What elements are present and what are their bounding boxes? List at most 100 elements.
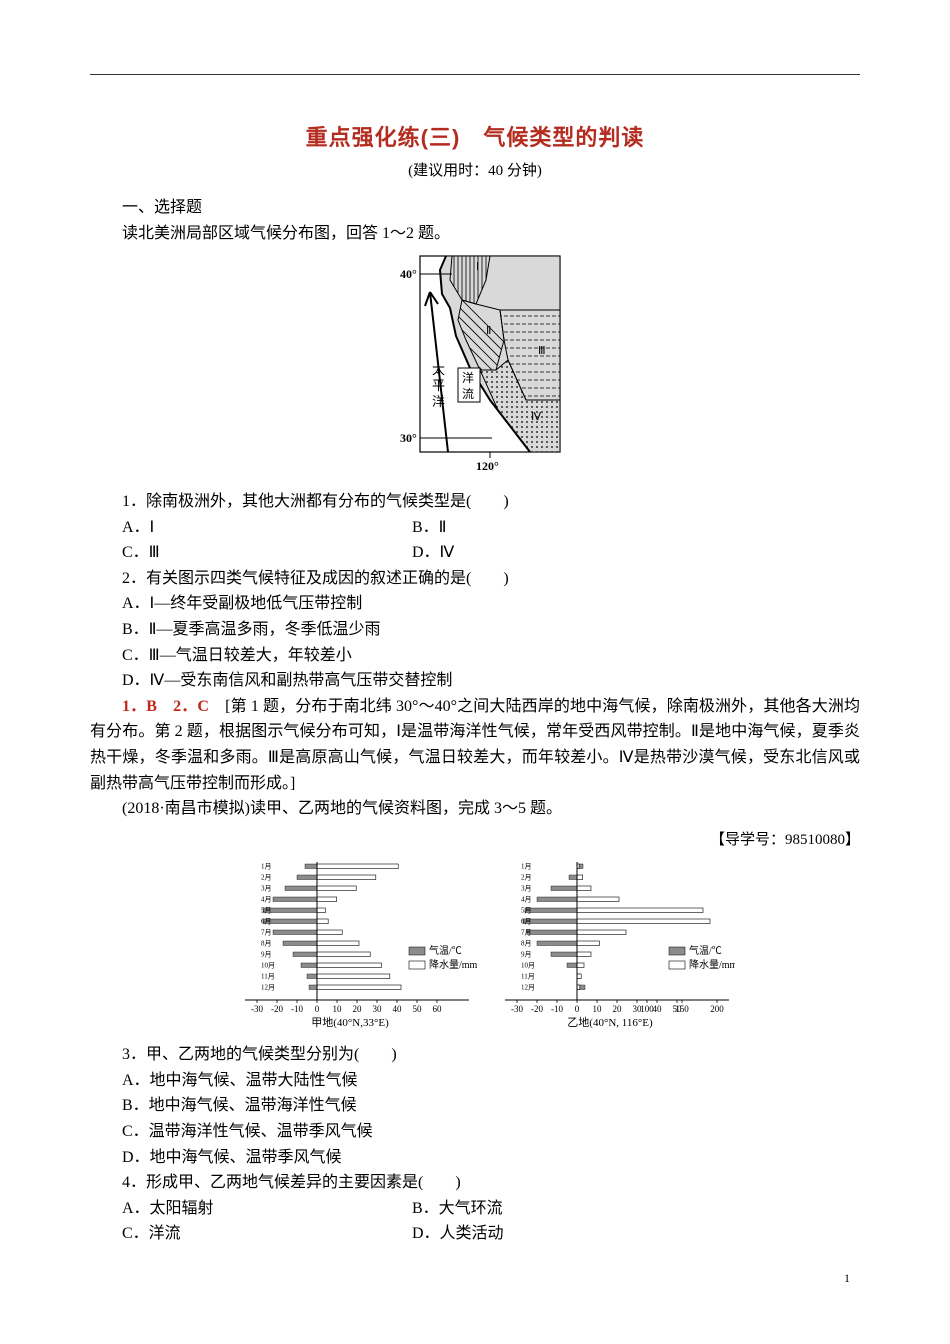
svg-text:200: 200: [710, 1004, 724, 1014]
lat-40: 40°: [400, 267, 417, 281]
svg-text:0: 0: [575, 1004, 580, 1014]
svg-text:10: 10: [333, 1004, 343, 1014]
svg-text:6月: 6月: [261, 917, 272, 925]
svg-text:100: 100: [640, 1004, 654, 1014]
q1-stem: 1．除南极洲外，其他大洲都有分布的气候类型是( ): [122, 489, 860, 515]
top-rule: [90, 74, 860, 75]
q3-stem: 3．甲、乙两地的气候类型分别为( ): [122, 1042, 860, 1068]
lon-120: 120°: [476, 459, 499, 473]
q4-opt-d: D．人类活动: [412, 1221, 702, 1247]
q2-opt-c: C．Ⅲ—气温日较差大，年较差小: [122, 643, 860, 669]
page-number: 1: [844, 1269, 850, 1288]
svg-text:10月: 10月: [261, 961, 275, 969]
current-2: 流: [462, 387, 474, 401]
q4-opt-c: C．洋流: [122, 1221, 412, 1247]
q1-opt-c: C．Ⅲ: [122, 540, 412, 566]
q3-opt-a: A．地中海气候、温带大陆性气候: [122, 1068, 860, 1094]
svg-text:-30: -30: [511, 1004, 523, 1014]
ocean-2: 平: [432, 378, 445, 393]
region-3-label: Ⅲ: [538, 345, 546, 357]
svg-text:7月: 7月: [521, 928, 532, 936]
q2-stem: 2．有关图示四类气候特征及成因的叙述正确的是( ): [122, 566, 860, 592]
q3-opt-d: D．地中海气候、温带季风气候: [122, 1145, 860, 1171]
figure-2: 12月 11月 10月 9月 8月 7月 6月 5月 4月 3月 2月 1月 -30 -20 -10 0 10 2…: [90, 854, 860, 1039]
svg-text:60: 60: [433, 1004, 443, 1014]
svg-text:1月: 1月: [261, 862, 272, 870]
section-heading: 一、选择题: [122, 195, 860, 221]
current-1: 洋: [462, 370, 474, 385]
svg-text:-20: -20: [531, 1004, 543, 1014]
fig1-svg: Ⅰ Ⅱ Ⅲ: [380, 250, 570, 476]
q1-opt-a: A．Ⅰ: [122, 515, 412, 541]
q3-opt-c: C．温带海洋性气候、温带季风气候: [122, 1119, 860, 1145]
intro-1: 读北美洲局部区域气候分布图，回答 1～2 题。: [122, 221, 860, 247]
svg-text:甲地(40°N,33°E): 甲地(40°N,33°E): [311, 1016, 389, 1029]
svg-text:2月: 2月: [261, 873, 272, 881]
reference-code: 【导学号：98510080】: [90, 828, 860, 852]
svg-text:9月: 9月: [261, 950, 272, 958]
lat-30: 30°: [400, 431, 417, 445]
subtitle: (建议用时：40 分钟): [90, 159, 860, 183]
svg-text:-10: -10: [551, 1004, 563, 1014]
svg-text:10月: 10月: [521, 961, 535, 969]
svg-text:40: 40: [393, 1004, 403, 1014]
svg-text:-10: -10: [291, 1004, 303, 1014]
q1-opts-row1: A．Ⅰ B．Ⅱ: [122, 515, 860, 541]
q4-opts-row1: A．太阳辐射 B．大气环流: [122, 1196, 860, 1222]
svg-text:8月: 8月: [261, 939, 272, 947]
svg-text:2月: 2月: [521, 873, 532, 881]
svg-text:4月: 4月: [261, 895, 272, 903]
fig2-svg: 12月 11月 10月 9月 8月 7月 6月 5月 4月 3月 2月 1月 -30 -20 -10 0 10 2…: [215, 854, 735, 1030]
svg-text:50: 50: [413, 1004, 423, 1014]
svg-text:11月: 11月: [521, 972, 535, 980]
svg-text:30: 30: [373, 1004, 383, 1014]
svg-text:8月: 8月: [521, 939, 532, 947]
region-1-label: Ⅰ: [476, 261, 479, 273]
svg-text:-30: -30: [251, 1004, 263, 1014]
svg-text:1月: 1月: [521, 862, 532, 870]
q3-opt-b: B．地中海气候、温带海洋性气候: [122, 1093, 860, 1119]
q1-opts-row2: C．Ⅲ D．Ⅳ: [122, 540, 860, 566]
q2-opt-a: A．Ⅰ—终年受副极地低气压带控制: [122, 591, 860, 617]
svg-text:5月: 5月: [521, 906, 532, 914]
svg-text:7月: 7月: [261, 928, 272, 936]
svg-text:-20: -20: [271, 1004, 283, 1014]
svg-text:11月: 11月: [261, 972, 275, 980]
answer-12: 1．B 2．C [第 1 题，分布于南北纬 30°～40°之间大陆西岸的地中海气…: [90, 694, 860, 796]
svg-text:气温/℃: 气温/℃: [689, 944, 722, 957]
svg-text:12月: 12月: [521, 983, 535, 991]
q4-opt-b: B．大气环流: [412, 1196, 702, 1222]
title-row: 重点强化练(三) 气候类型的判读: [90, 120, 860, 155]
svg-text:气温/℃: 气温/℃: [429, 944, 462, 957]
svg-text:0: 0: [315, 1004, 320, 1014]
intro-2: (2018·南昌市模拟)读甲、乙两地的气候资料图，完成 3～5 题。: [122, 796, 860, 822]
svg-text:20: 20: [613, 1004, 623, 1014]
svg-text:20: 20: [353, 1004, 363, 1014]
q1-opt-b: B．Ⅱ: [412, 515, 702, 541]
q4-opt-a: A．太阳辐射: [122, 1196, 412, 1222]
svg-text:3月: 3月: [521, 884, 532, 892]
ocean-1: 太: [432, 362, 445, 377]
svg-text:乙地(40°N, 116°E): 乙地(40°N, 116°E): [567, 1016, 653, 1029]
svg-text:6月: 6月: [521, 917, 532, 925]
q2-opt-b: B．Ⅱ—夏季高温多雨，冬季低温少雨: [122, 617, 860, 643]
svg-text:150: 150: [675, 1004, 689, 1014]
svg-text:降水量/mm: 降水量/mm: [689, 958, 735, 971]
svg-text:10: 10: [593, 1004, 603, 1014]
answer-12-label: 1．B 2．C: [122, 698, 209, 715]
svg-text:3月: 3月: [261, 884, 272, 892]
region-2-label: Ⅱ: [486, 325, 491, 337]
q4-stem: 4．形成甲、乙两地气候差异的主要因素是( ): [122, 1170, 860, 1196]
region-4-label: Ⅳ: [531, 411, 542, 423]
q4-opts-row2: C．洋流 D．人类活动: [122, 1221, 860, 1247]
svg-text:9月: 9月: [521, 950, 532, 958]
q1-opt-d: D．Ⅳ: [412, 540, 702, 566]
svg-text:4月: 4月: [521, 895, 532, 903]
ocean-3: 洋: [432, 394, 445, 409]
page-title: 重点强化练(三) 气候类型的判读: [306, 125, 645, 150]
svg-text:降水量/mm: 降水量/mm: [429, 958, 478, 971]
svg-text:5月: 5月: [261, 906, 272, 914]
svg-text:40: 40: [653, 1004, 663, 1014]
figure-1: Ⅰ Ⅱ Ⅲ: [90, 250, 860, 485]
svg-text:12月: 12月: [261, 983, 275, 991]
